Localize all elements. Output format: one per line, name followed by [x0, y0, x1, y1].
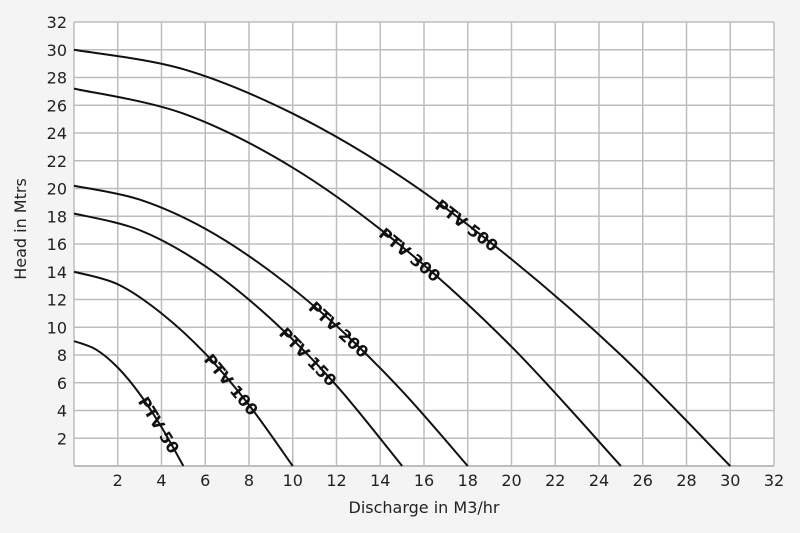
x-tick-label: 2 [113, 471, 123, 490]
y-tick-label: 4 [57, 402, 67, 421]
y-tick-label: 32 [47, 13, 67, 32]
x-axis-title: Discharge in M3/hr [349, 498, 500, 517]
x-tick-label: 32 [764, 471, 784, 490]
curves [73, 48, 731, 467]
y-axis-title: Head in Mtrs [11, 178, 30, 280]
x-tick-label: 26 [633, 471, 653, 490]
x-tick-label: 22 [545, 471, 565, 490]
x-tick-label: 8 [244, 471, 254, 490]
x-tick-label: 30 [720, 471, 740, 490]
y-tick-label: 6 [57, 374, 67, 393]
x-tick-label: 10 [283, 471, 303, 490]
y-tick-label: 30 [47, 41, 67, 60]
x-tick-label: 20 [501, 471, 521, 490]
x-tick-label: 24 [589, 471, 609, 490]
y-tick-label: 20 [47, 180, 67, 199]
curve-ptv-200 [73, 184, 469, 467]
y-tick-label: 16 [47, 235, 67, 254]
x-tick-label: 18 [458, 471, 478, 490]
y-tick-label: 10 [47, 318, 67, 337]
tick-labels: 2 4 6 8 10 12 14 16 18 20 22 24 26 28 30 32246810121416… [47, 13, 785, 490]
x-tick-label: 16 [414, 471, 434, 490]
y-tick-label: 28 [47, 69, 67, 88]
curve-ptv-150 [73, 212, 403, 467]
y-tick-label: 8 [57, 346, 67, 365]
x-tick-label: 14 [370, 471, 390, 490]
y-tick-label: 12 [47, 291, 67, 310]
x-tick-label: 4 [156, 471, 166, 490]
y-tick-label: 26 [47, 96, 67, 115]
x-tick-label: 12 [326, 471, 346, 490]
y-tick-label: 24 [47, 124, 67, 143]
curve-ptv-50 [73, 340, 185, 467]
y-tick-label: 2 [57, 429, 67, 448]
y-tick-label: 18 [47, 207, 67, 226]
y-tick-label: 22 [47, 152, 67, 171]
curve-ptv-300 [73, 87, 622, 467]
x-tick-label: 28 [676, 471, 696, 490]
x-tick-label: 6 [200, 471, 210, 490]
curve-ptv-100 [73, 270, 294, 467]
y-tick-label: 14 [47, 263, 67, 282]
curve-ptv-500 [73, 48, 731, 467]
